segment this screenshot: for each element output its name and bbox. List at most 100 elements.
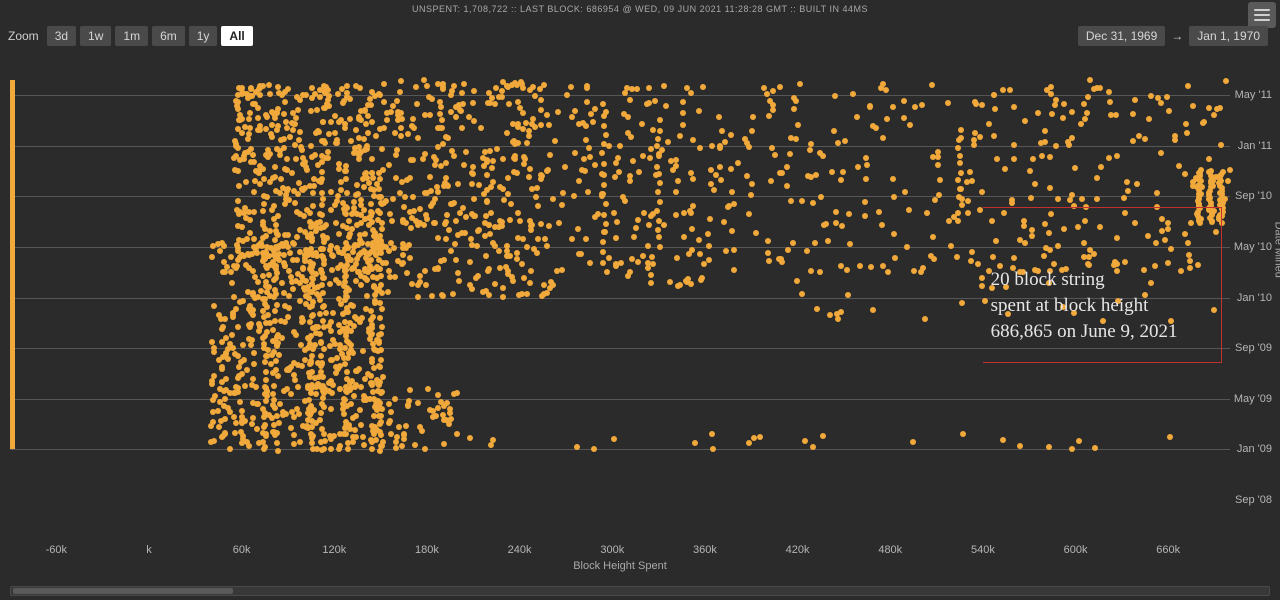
data-point	[700, 84, 706, 90]
date-from[interactable]: Dec 31, 1969	[1078, 26, 1165, 46]
zoom-btn-1m[interactable]: 1m	[115, 26, 148, 46]
data-point	[644, 101, 650, 107]
data-point	[603, 221, 609, 227]
data-point	[430, 414, 436, 420]
data-point	[387, 418, 393, 424]
data-point	[544, 168, 550, 174]
data-point	[524, 140, 530, 146]
data-point	[473, 275, 479, 281]
menu-icon[interactable]	[1248, 2, 1276, 28]
scrollbar-thumb[interactable]	[13, 588, 233, 594]
data-point	[656, 234, 662, 240]
data-point	[907, 122, 913, 128]
navigator-scrollbar[interactable]	[10, 586, 1270, 596]
data-point	[368, 265, 374, 271]
data-point	[344, 190, 350, 196]
data-point	[369, 119, 375, 125]
zoom-btn-all[interactable]: All	[221, 26, 252, 46]
data-point	[231, 414, 237, 420]
data-point	[902, 189, 908, 195]
data-point	[317, 311, 323, 317]
data-point	[274, 302, 280, 308]
data-point	[850, 91, 856, 97]
chart-area: Sep '08Jan '09May '09Sep '09Jan '10May '…	[10, 50, 1230, 550]
data-point	[438, 399, 444, 405]
data-point	[960, 431, 966, 437]
zoom-btn-3d[interactable]: 3d	[47, 26, 76, 46]
data-point	[260, 335, 266, 341]
data-point	[308, 246, 314, 252]
data-point	[394, 434, 400, 440]
data-point	[246, 443, 252, 449]
x-tick-label: 480k	[878, 544, 902, 556]
data-point	[932, 197, 938, 203]
data-point	[493, 85, 499, 91]
data-point	[280, 243, 286, 249]
data-point	[291, 432, 297, 438]
data-point	[1022, 118, 1028, 124]
data-point	[379, 226, 385, 232]
data-point	[310, 190, 316, 196]
data-point	[279, 280, 285, 286]
data-point	[766, 258, 772, 264]
data-point	[1198, 167, 1204, 173]
data-point	[592, 162, 598, 168]
data-point	[285, 366, 291, 372]
data-point	[302, 347, 308, 353]
data-point	[233, 265, 239, 271]
data-point	[377, 300, 383, 306]
data-point	[369, 446, 375, 452]
data-point	[954, 254, 960, 260]
data-point	[891, 231, 897, 237]
date-to[interactable]: Jan 1, 1970	[1189, 26, 1268, 46]
data-point	[520, 110, 526, 116]
data-point	[369, 89, 375, 95]
data-point	[343, 333, 349, 339]
data-point	[262, 226, 268, 232]
data-point	[709, 143, 715, 149]
data-point	[527, 166, 533, 172]
data-point	[964, 179, 970, 185]
data-point	[309, 440, 315, 446]
data-point	[601, 161, 607, 167]
data-point	[1087, 77, 1093, 83]
data-point	[956, 194, 962, 200]
data-point	[967, 169, 973, 175]
zoom-btn-1w[interactable]: 1w	[80, 26, 111, 46]
data-point	[550, 196, 556, 202]
zoom-btn-1y[interactable]: 1y	[189, 26, 218, 46]
data-point	[454, 431, 460, 437]
data-point	[880, 135, 886, 141]
data-point	[892, 255, 898, 261]
data-point	[746, 440, 752, 446]
data-point	[265, 147, 271, 153]
data-point	[297, 439, 303, 445]
zoom-btn-6m[interactable]: 6m	[152, 26, 185, 46]
data-point	[291, 441, 297, 447]
data-point	[263, 369, 269, 375]
data-point	[1200, 120, 1206, 126]
data-point	[400, 252, 406, 258]
data-point	[583, 236, 589, 242]
data-point	[690, 137, 696, 143]
data-point	[320, 196, 326, 202]
data-point	[527, 280, 533, 286]
data-point	[1164, 94, 1170, 100]
data-point	[273, 358, 279, 364]
data-point	[299, 147, 305, 153]
data-point	[252, 295, 258, 301]
data-point	[548, 279, 554, 285]
data-point	[749, 128, 755, 134]
data-point	[601, 182, 607, 188]
data-point	[688, 170, 694, 176]
data-point	[1082, 116, 1088, 122]
data-point	[757, 434, 763, 440]
data-point	[297, 97, 303, 103]
data-point	[1148, 93, 1154, 99]
scatter-plot[interactable]: Sep '08Jan '09May '09Sep '09Jan '10May '…	[10, 70, 1230, 500]
data-point	[779, 170, 785, 176]
data-point	[1114, 153, 1120, 159]
data-point	[601, 172, 607, 178]
data-point	[1017, 443, 1023, 449]
data-point	[471, 213, 477, 219]
